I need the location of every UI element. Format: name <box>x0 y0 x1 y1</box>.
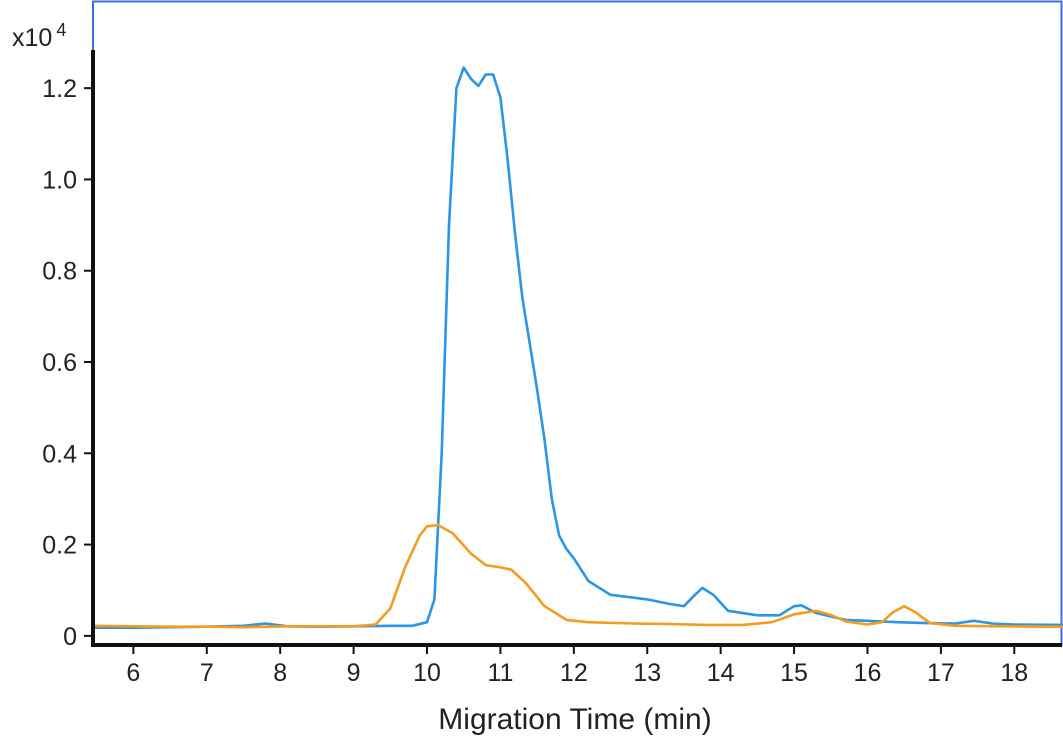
x-tick-label: 6 <box>126 659 140 687</box>
y-tick-label: 0.4 <box>42 440 77 468</box>
x-tick-label: 8 <box>273 659 287 687</box>
y-tick-label: 0 <box>63 623 77 651</box>
x-tick-label: 17 <box>927 659 955 687</box>
y-multiplier-exponent: 4 <box>56 20 66 40</box>
plot-frame <box>92 0 1063 646</box>
x-tick-label: 11 <box>487 659 513 687</box>
series-line-1 <box>91 66 1063 630</box>
series-layer <box>91 66 1063 630</box>
y-multiplier-base: x10 <box>12 24 52 52</box>
series-line-2 <box>91 523 1063 629</box>
y-tick-label: 1.0 <box>42 166 77 194</box>
y-tick-label: 1.2 <box>42 75 77 103</box>
x-axis-title: Migration Time (min) <box>438 703 711 736</box>
x-tick-label: 9 <box>347 659 361 687</box>
y-axis-multiplier: x10 4 <box>12 20 66 52</box>
y-tick-label: 0.6 <box>42 349 77 377</box>
plot-frame-layer <box>92 0 1063 646</box>
x-tick-label: 12 <box>560 659 588 687</box>
x-tick-label: 16 <box>854 659 882 687</box>
x-tick-label: 10 <box>413 659 441 687</box>
x-tick-label: 15 <box>780 659 808 687</box>
y-tick-label: 0.2 <box>42 532 77 560</box>
x-tick-label: 14 <box>707 659 735 687</box>
axis-layer <box>84 50 1062 654</box>
tick-label-layer: 6 7 8 9 10 11 12 13 14 15 16 17 18 0 0.2 0.4 0.6 0.8 1.0 1.… <box>42 75 1028 687</box>
x-tick-label: 18 <box>1000 659 1028 687</box>
x-tick-label: 13 <box>633 659 661 687</box>
x-tick-label: 7 <box>200 659 214 687</box>
y-tick-label: 0.8 <box>42 258 77 286</box>
